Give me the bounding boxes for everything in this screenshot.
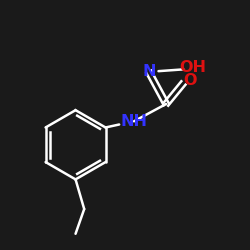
Text: NH: NH (120, 114, 148, 129)
Text: O: O (183, 74, 196, 88)
Text: N: N (142, 64, 156, 79)
Text: OH: OH (179, 60, 206, 76)
